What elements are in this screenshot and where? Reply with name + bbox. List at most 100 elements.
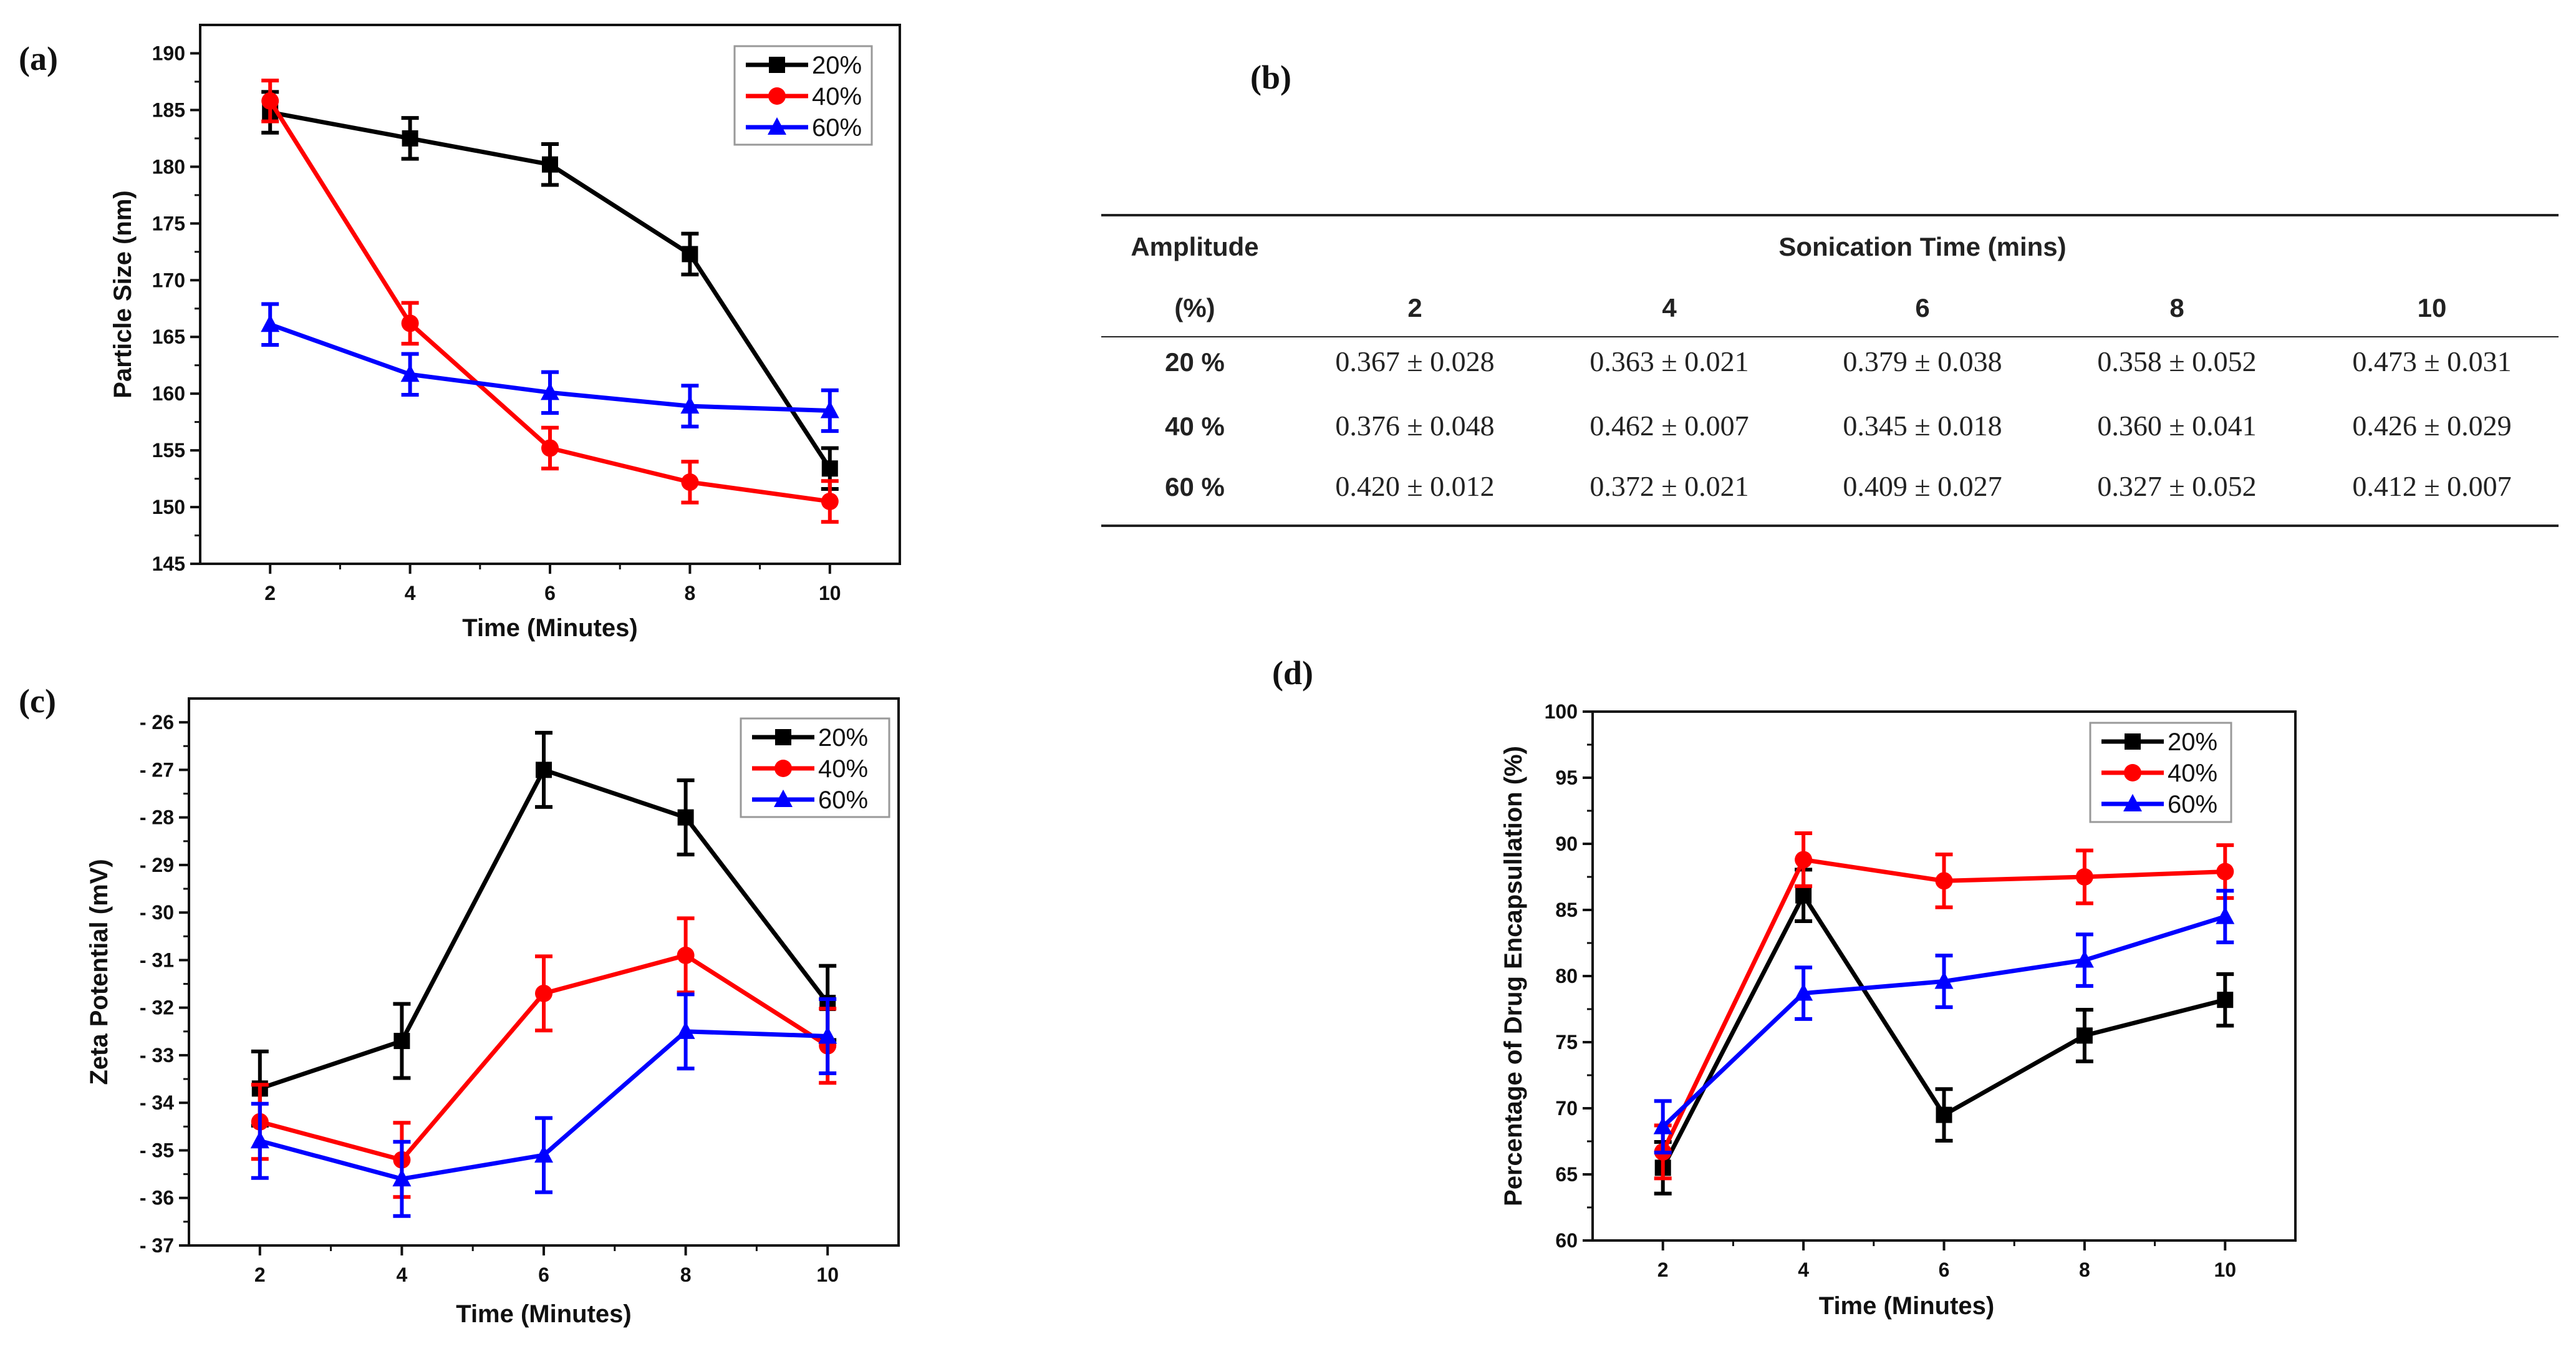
chart-a: 2 4 6 8 10 145 150 155 160 165 170 175 180 185 190 Time…: [109, 24, 901, 642]
data-point: [392, 1169, 412, 1187]
data-point: [818, 1026, 837, 1044]
y-tick-label: 90: [1555, 833, 1578, 855]
x-tick-label: 8: [2079, 1259, 2090, 1281]
series-60pct: [261, 302, 839, 433]
x-tick-label: 4: [1798, 1259, 1809, 1281]
data-point: [542, 156, 558, 173]
legend-marker: [2125, 733, 2141, 750]
data-point: [541, 382, 559, 400]
y-axis-title: Particle Size (nm): [109, 190, 137, 398]
table-header-amplitude: Amplitude: [1131, 232, 1258, 261]
y-tick-label: 80: [1555, 965, 1578, 987]
legend-label: 40%: [812, 83, 862, 110]
y-tick-label: 70: [1555, 1097, 1578, 1119]
y-tick-label: 60: [1555, 1229, 1578, 1252]
series-60pct: [1653, 889, 2235, 1155]
chart-d: 2 4 6 8 10 60 65 70 75 80 85 90 95 100 Time (Minutes) P…: [1500, 700, 2297, 1320]
table-row-label: 60 %: [1165, 472, 1225, 501]
y-tick-label: 100: [1545, 700, 1578, 723]
y-tick-label: 160: [152, 382, 185, 405]
legend-label: 60%: [818, 786, 868, 814]
data-point: [1795, 887, 1812, 904]
y-tick-label: 75: [1555, 1031, 1578, 1053]
y-tick-label: - 32: [140, 997, 174, 1019]
x-axis-title: Time (Minutes): [1819, 1292, 1995, 1320]
y-tick-label: - 34: [140, 1091, 174, 1114]
x-tick-label: 4: [405, 582, 416, 604]
y-tick-label: - 31: [140, 949, 174, 971]
legend-label: 20%: [812, 52, 862, 79]
legend-marker: [774, 760, 792, 777]
data-point: [1934, 971, 1954, 989]
y-tick-label: 185: [152, 99, 185, 121]
table-cell: 0.409 ± 0.027: [1843, 470, 2002, 502]
panel-label-a: (a): [19, 40, 58, 77]
data-point: [677, 946, 695, 964]
x-tick-label: 2: [254, 1264, 266, 1286]
panel-label-d: (d): [1272, 654, 1313, 692]
table-column-header: 6: [1915, 293, 1929, 322]
y-tick-label: - 35: [140, 1139, 174, 1161]
panel-label-c: (c): [19, 682, 56, 720]
x-tick-label: 8: [685, 582, 696, 604]
y-axis-title: Zeta Potential (mV): [85, 859, 113, 1085]
x-tick-label: 8: [680, 1264, 692, 1286]
table-cell: 0.426 ± 0.029: [2352, 410, 2511, 442]
table-cell: 0.420 ± 0.012: [1335, 470, 1494, 502]
data-point: [250, 1131, 269, 1149]
legend-label: 60%: [2168, 791, 2217, 818]
data-point: [821, 492, 839, 510]
data-point: [261, 92, 279, 110]
y-tick-label: - 33: [140, 1044, 174, 1066]
y-tick-label: 95: [1555, 766, 1578, 789]
series-40pct: [1654, 831, 2234, 1181]
data-point: [821, 460, 838, 477]
legend-label: 60%: [812, 114, 862, 142]
table-cell: 0.363 ± 0.021: [1589, 346, 1749, 377]
y-axis-title: Percentage of Drug Encapsullation (%): [1500, 746, 1527, 1206]
table-cell: 0.327 ± 0.052: [2097, 470, 2256, 502]
y-tick-label: 155: [152, 439, 185, 462]
data-point: [1794, 983, 1813, 1001]
x-tick-label: 2: [1657, 1259, 1669, 1281]
y-tick-label: - 28: [140, 806, 174, 829]
chart-c: 2 4 6 8 10 - 37 - 36 - 35 - 34 - 33 - 32 - 31 - 30 - …: [85, 697, 900, 1328]
y-tick-label: 65: [1555, 1163, 1578, 1186]
x-tick-label: 10: [816, 1264, 839, 1286]
data-point: [2217, 992, 2234, 1008]
table-row-label: 40 %: [1165, 412, 1225, 441]
y-tick-label: - 26: [140, 711, 174, 733]
data-point: [1795, 851, 1813, 869]
y-tick-label: 190: [152, 42, 185, 64]
x-axis-title: Time (Minutes): [456, 1300, 632, 1328]
table-cell: 0.372 ± 0.021: [1589, 470, 1749, 502]
data-point: [402, 130, 418, 147]
y-tick-label: 85: [1555, 899, 1578, 921]
x-tick-label: 6: [1939, 1259, 1950, 1281]
pdi-table: Amplitude (%) Sonication Time (mins) 2 4 6 8 10…: [1101, 214, 2559, 527]
data-point: [2216, 906, 2235, 924]
legend: 20% 40% 60%: [740, 717, 890, 818]
table-column-header: 10: [2418, 293, 2447, 322]
series-20pct: [1654, 868, 2234, 1196]
table-cell: 0.473 ± 0.031: [2352, 346, 2511, 377]
table-row-label: 20 %: [1165, 347, 1225, 377]
table-column-header: 2: [1407, 293, 1422, 322]
data-point: [677, 809, 694, 826]
y-tick-label: 150: [152, 496, 185, 518]
legend-marker: [768, 117, 786, 135]
legend-label: 20%: [2168, 728, 2217, 756]
panel-label-b: (b): [1250, 59, 1291, 96]
data-point: [682, 246, 698, 263]
y-tick-label: - 29: [140, 854, 174, 876]
legend-marker: [2123, 794, 2142, 811]
table-cell: 0.462 ± 0.007: [1589, 410, 1749, 442]
data-point: [400, 364, 420, 382]
legend: 20% 40% 60%: [733, 45, 873, 146]
table-header-sonication-time: Sonication Time (mins): [1778, 232, 2066, 261]
table-cell: 0.358 ± 0.052: [2097, 346, 2256, 377]
table-cell: 0.379 ± 0.038: [1843, 346, 2002, 377]
series-40pct: [261, 79, 839, 524]
table-cell: 0.367 ± 0.028: [1335, 346, 1494, 377]
